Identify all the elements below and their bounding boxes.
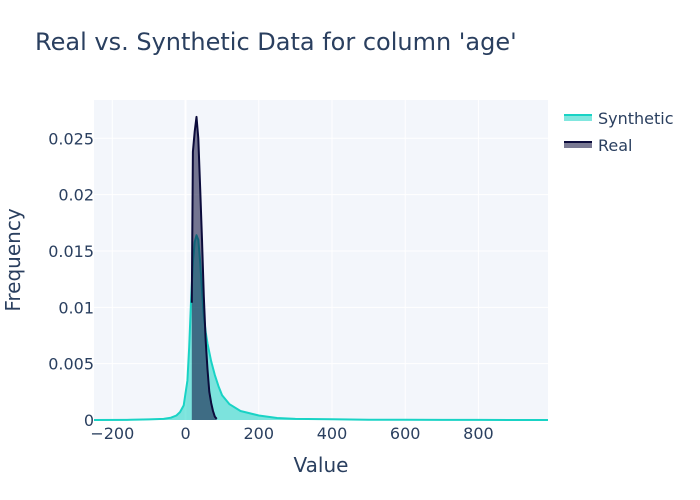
series-area-real bbox=[191, 116, 217, 421]
x-tick-label: 200 bbox=[243, 424, 274, 443]
plot-area bbox=[94, 100, 548, 420]
x-axis-title: Value bbox=[294, 453, 349, 477]
x-tick-label: 800 bbox=[463, 424, 494, 443]
y-tick-label: 0 bbox=[84, 411, 94, 430]
grid bbox=[94, 100, 548, 420]
legend[interactable]: Synthetic Real bbox=[564, 109, 674, 155]
y-axis-title: Frequency bbox=[1, 208, 25, 311]
chart-title: Real vs. Synthetic Data for column 'age' bbox=[35, 28, 517, 56]
x-tick-label: 0 bbox=[180, 424, 190, 443]
x-tick-label: 600 bbox=[390, 424, 421, 443]
legend-swatch bbox=[564, 142, 592, 148]
legend-item-real[interactable]: Real bbox=[564, 136, 633, 155]
y-tick-label: 0.025 bbox=[48, 129, 94, 148]
legend-label: Real bbox=[598, 136, 633, 155]
series-layer bbox=[93, 115, 549, 421]
legend-item-synthetic[interactable]: Synthetic bbox=[564, 109, 674, 128]
y-tick-label: 0.02 bbox=[58, 186, 94, 205]
x-tick-label: 400 bbox=[317, 424, 348, 443]
y-axis-ticks: 0 0.005 0.01 0.015 0.02 0.025 bbox=[48, 129, 94, 430]
x-axis-ticks: −200 0 200 400 600 800 bbox=[90, 424, 493, 443]
legend-swatch bbox=[564, 115, 592, 121]
series-line-real bbox=[190, 115, 218, 420]
y-tick-label: 0.015 bbox=[48, 242, 94, 261]
legend-label: Synthetic bbox=[598, 109, 674, 128]
y-tick-label: 0.01 bbox=[58, 298, 94, 317]
series-real[interactable] bbox=[190, 115, 218, 421]
x-tick-label: −200 bbox=[90, 424, 134, 443]
y-tick-label: 0.005 bbox=[48, 355, 94, 374]
